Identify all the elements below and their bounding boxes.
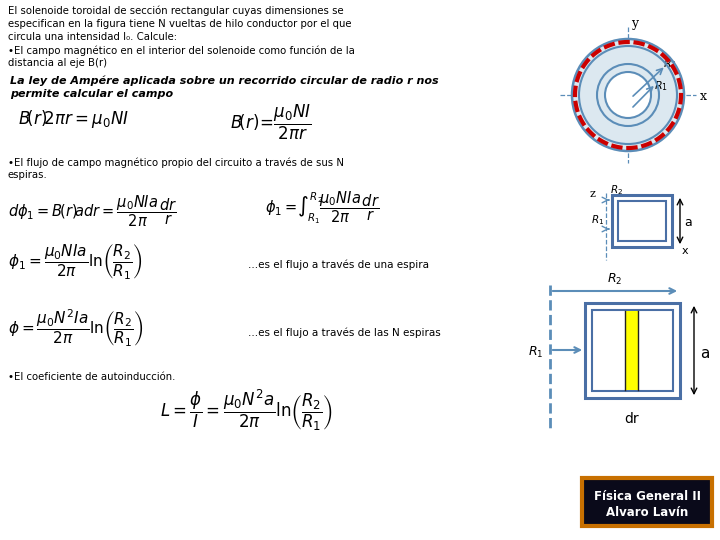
Text: $R_1$: $R_1$ bbox=[654, 79, 667, 92]
Text: espiras.: espiras. bbox=[8, 170, 48, 180]
Bar bbox=[585, 303, 680, 398]
Text: ...es el flujo a través de las N espiras: ...es el flujo a través de las N espiras bbox=[248, 328, 441, 339]
Bar bbox=[625, 311, 638, 390]
Circle shape bbox=[572, 39, 684, 151]
Text: $B\!\left(r\right)\!2\pi r = \mu_0 NI$: $B\!\left(r\right)\!2\pi r = \mu_0 NI$ bbox=[18, 108, 129, 130]
Text: $R_1$: $R_1$ bbox=[528, 345, 544, 360]
Text: y: y bbox=[631, 17, 638, 30]
Text: La ley de Ampére aplicada sobre un recorrido circular de radio r nos: La ley de Ampére aplicada sobre un recor… bbox=[10, 76, 438, 86]
Text: El solenoide toroidal de sección rectangular cuyas dimensiones se: El solenoide toroidal de sección rectang… bbox=[8, 6, 343, 17]
Text: dr: dr bbox=[625, 412, 639, 426]
Text: $d\phi_1 = B\!\left(r\right)\!adr = \dfrac{\mu_0 NIa}{2\pi}\dfrac{dr}{r}$: $d\phi_1 = B\!\left(r\right)\!adr = \dfr… bbox=[8, 193, 177, 228]
Text: •El flujo de campo magnético propio del circuito a través de sus N: •El flujo de campo magnético propio del … bbox=[8, 158, 344, 168]
Text: $R_2$: $R_2$ bbox=[663, 58, 677, 71]
Text: a: a bbox=[684, 217, 692, 230]
Text: $R_2$: $R_2$ bbox=[608, 272, 623, 287]
Text: especifican en la figura tiene N vueltas de hilo conductor por el que: especifican en la figura tiene N vueltas… bbox=[8, 19, 351, 29]
Text: Alvaro Lavín: Alvaro Lavín bbox=[606, 507, 688, 519]
Circle shape bbox=[605, 72, 651, 118]
Text: •El campo magnético en el interior del solenoide como función de la: •El campo magnético en el interior del s… bbox=[8, 45, 355, 56]
Bar bbox=[618, 201, 666, 241]
Text: permite calcular el campo: permite calcular el campo bbox=[10, 89, 173, 99]
Text: Física General II: Física General II bbox=[593, 490, 701, 503]
Bar bbox=[612, 195, 672, 247]
Text: x: x bbox=[700, 90, 707, 103]
Text: a: a bbox=[700, 346, 709, 361]
Text: $\phi = \dfrac{\mu_0 N^2 Ia}{2\pi}\ln\!\left(\dfrac{R_2}{R_1}\right)$: $\phi = \dfrac{\mu_0 N^2 Ia}{2\pi}\ln\!\… bbox=[8, 308, 143, 349]
Text: •El coeficiente de autoinducción.: •El coeficiente de autoinducción. bbox=[8, 372, 176, 382]
Text: x: x bbox=[682, 246, 688, 256]
Text: ...es el flujo a través de una espira: ...es el flujo a través de una espira bbox=[248, 260, 429, 271]
Bar bbox=[592, 310, 673, 391]
Text: z: z bbox=[590, 189, 596, 199]
FancyBboxPatch shape bbox=[582, 478, 712, 526]
Text: $\phi_1 = \dfrac{\mu_0 NIa}{2\pi}\ln\!\left(\dfrac{R_2}{R_1}\right)$: $\phi_1 = \dfrac{\mu_0 NIa}{2\pi}\ln\!\l… bbox=[8, 242, 143, 281]
Text: $R_2$: $R_2$ bbox=[610, 183, 623, 197]
Text: distancia al eje B(r): distancia al eje B(r) bbox=[8, 58, 107, 68]
Text: $\phi_1 = \!\int_{R_1}^{R_2}\!\dfrac{\mu_0 NIa}{2\pi}\dfrac{dr}{r}$: $\phi_1 = \!\int_{R_1}^{R_2}\!\dfrac{\mu… bbox=[265, 190, 380, 226]
Text: circula una intensidad I₀. Calcule:: circula una intensidad I₀. Calcule: bbox=[8, 32, 177, 42]
Text: $B\!\left(r\right)\!=\!\dfrac{\mu_0 NI}{2\pi r}$: $B\!\left(r\right)\!=\!\dfrac{\mu_0 NI}{… bbox=[230, 103, 311, 142]
Text: $R_1$: $R_1$ bbox=[591, 213, 604, 227]
Text: $L = \dfrac{\phi}{I} = \dfrac{\mu_0 N^2 a}{2\pi}\ln\!\left(\dfrac{R_2}{R_1}\righ: $L = \dfrac{\phi}{I} = \dfrac{\mu_0 N^2 … bbox=[160, 388, 333, 433]
